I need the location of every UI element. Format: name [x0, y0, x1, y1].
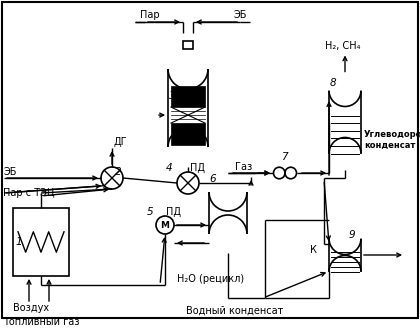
- Text: Пар: Пар: [140, 10, 160, 20]
- Text: 2: 2: [115, 167, 122, 177]
- Text: Топливный газ: Топливный газ: [3, 317, 79, 327]
- Text: ЭБ: ЭБ: [233, 10, 247, 20]
- Text: M: M: [160, 220, 170, 229]
- Bar: [171, 86, 205, 107]
- Text: 1: 1: [16, 237, 23, 247]
- Text: H₂, CH₄: H₂, CH₄: [325, 41, 361, 51]
- Text: H₂O (рецикл): H₂O (рецикл): [177, 274, 244, 284]
- Text: ДГ: ДГ: [114, 137, 128, 147]
- Text: Воздух: Воздух: [13, 303, 49, 313]
- Text: 6: 6: [209, 174, 215, 184]
- Text: ПД: ПД: [190, 163, 205, 173]
- Bar: [13, 208, 69, 276]
- Bar: [171, 123, 205, 145]
- Text: 4: 4: [166, 163, 173, 173]
- Text: ЭБ: ЭБ: [3, 167, 16, 177]
- Text: Водный конденсат: Водный конденсат: [186, 306, 284, 316]
- Text: 7: 7: [281, 152, 288, 162]
- Text: Газ: Газ: [235, 162, 252, 172]
- Text: Пар с ТЭЦ: Пар с ТЭЦ: [3, 188, 55, 198]
- Text: К: К: [310, 245, 316, 255]
- Text: 5: 5: [147, 207, 154, 217]
- Text: 9: 9: [349, 229, 356, 239]
- Text: 8: 8: [330, 77, 336, 88]
- Text: ПД: ПД: [166, 207, 181, 217]
- Bar: [183, 41, 193, 49]
- Text: Углеводородный
конденсат: Углеводородный конденсат: [364, 130, 420, 150]
- Text: 3: 3: [169, 91, 176, 101]
